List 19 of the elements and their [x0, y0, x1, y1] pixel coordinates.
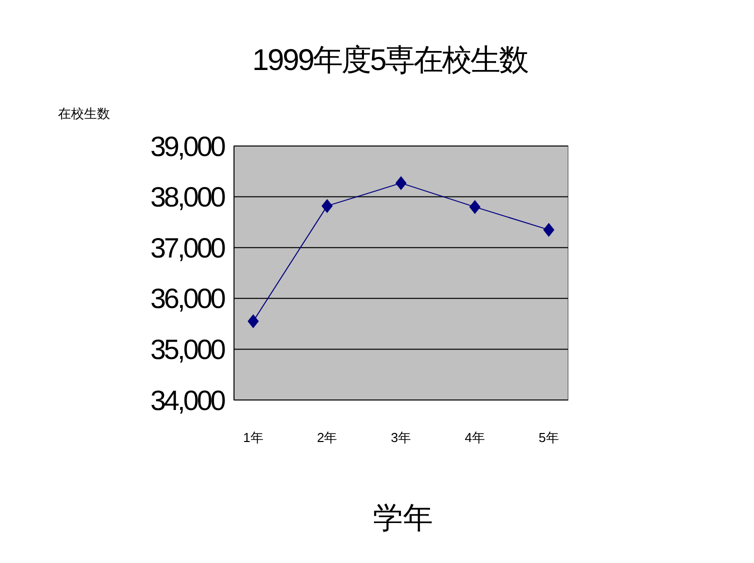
y-tick-label: 35,000: [150, 334, 226, 365]
y-axis-title: 在校生数: [58, 106, 110, 121]
x-axis-title: 学年: [373, 502, 433, 535]
y-tick-label: 38,000: [150, 182, 226, 213]
chart-title: 1999年度5専在校生数: [252, 44, 530, 77]
point: [543, 222, 554, 237]
x-tick-label: 1年: [243, 430, 264, 445]
x-tick-label: 3年: [390, 430, 412, 445]
point: [248, 314, 259, 328]
x-tick-label: 2年: [316, 430, 338, 445]
point: [395, 176, 407, 190]
x-tick-label: 5年: [538, 430, 559, 445]
y-tick-label: 39,000: [150, 130, 226, 162]
point: [322, 198, 333, 213]
y-tick-label: 36,000: [150, 283, 226, 314]
point: [469, 200, 480, 214]
y-tick-label: 34,000: [150, 384, 226, 416]
y-tick-label: 37,000: [150, 232, 226, 264]
x-tick-label: 4年: [464, 430, 486, 445]
